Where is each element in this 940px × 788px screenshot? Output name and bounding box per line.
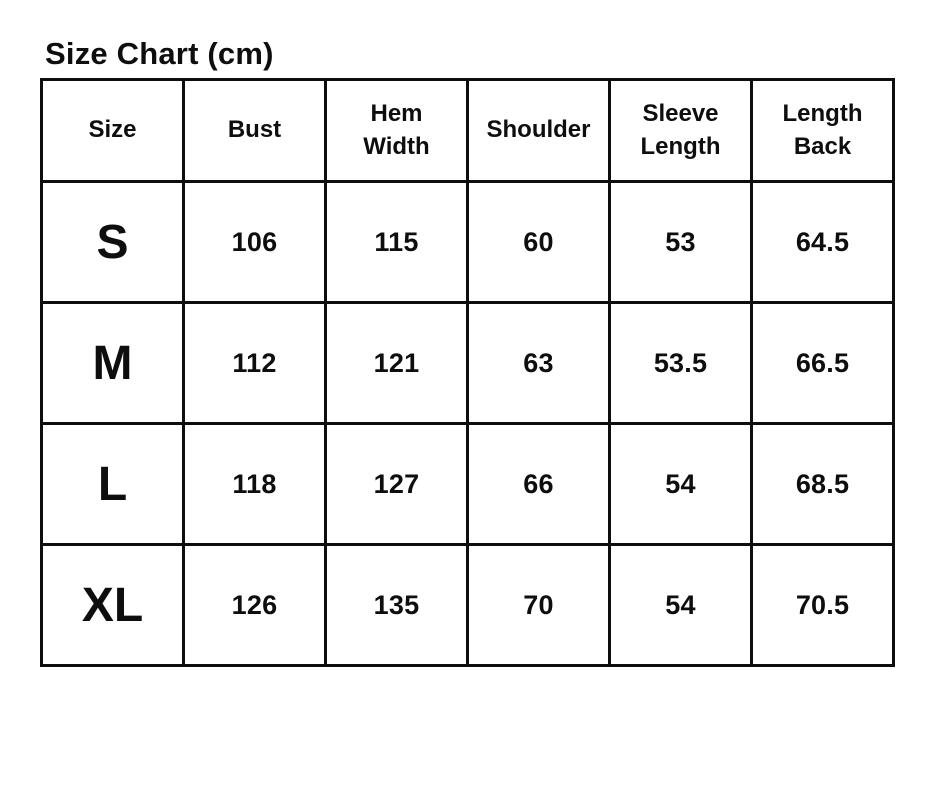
size-label: M [40, 301, 185, 425]
table-cell: 106 [182, 180, 327, 304]
size-label: L [40, 422, 185, 546]
table-cell: 127 [324, 422, 469, 546]
table-cell: 112 [182, 301, 327, 425]
table-cell: 63 [466, 301, 611, 425]
table-cell: 121 [324, 301, 469, 425]
table-cell: 64.5 [750, 180, 895, 304]
table-cell: 126 [182, 543, 327, 667]
table-cell: 68.5 [750, 422, 895, 546]
table-row-l: L 118 127 66 54 68.5 [40, 422, 895, 546]
table-cell: 135 [324, 543, 469, 667]
table-cell: 70 [466, 543, 611, 667]
page-title: Size Chart (cm) [45, 36, 274, 71]
size-label: S [40, 180, 185, 304]
size-chart-table: Size Bust Hem Width Shoulder Sleeve Leng… [40, 78, 895, 667]
table-cell: 66 [466, 422, 611, 546]
table-row-s: S 106 115 60 53 64.5 [40, 180, 895, 304]
column-header-hem-width: Hem Width [324, 78, 469, 183]
column-header-length-back: Length Back [750, 78, 895, 183]
column-header-sleeve-length: Sleeve Length [608, 78, 753, 183]
table-body: S 106 115 60 53 64.5 M 112 121 63 53.5 6… [40, 180, 895, 667]
table-cell: 70.5 [750, 543, 895, 667]
table-row-xl: XL 126 135 70 54 70.5 [40, 543, 895, 667]
column-header-shoulder: Shoulder [466, 78, 611, 183]
table-cell: 115 [324, 180, 469, 304]
table-header: Size Bust Hem Width Shoulder Sleeve Leng… [40, 78, 895, 183]
table-cell: 66.5 [750, 301, 895, 425]
table-cell: 118 [182, 422, 327, 546]
table-cell: 60 [466, 180, 611, 304]
size-label: XL [40, 543, 185, 667]
header-row: Size Bust Hem Width Shoulder Sleeve Leng… [40, 78, 895, 183]
table-row-m: M 112 121 63 53.5 66.5 [40, 301, 895, 425]
table-cell: 53 [608, 180, 753, 304]
table-cell: 54 [608, 543, 753, 667]
table-cell: 54 [608, 422, 753, 546]
table-cell: 53.5 [608, 301, 753, 425]
column-header-bust: Bust [182, 78, 327, 183]
column-header-size: Size [40, 78, 185, 183]
